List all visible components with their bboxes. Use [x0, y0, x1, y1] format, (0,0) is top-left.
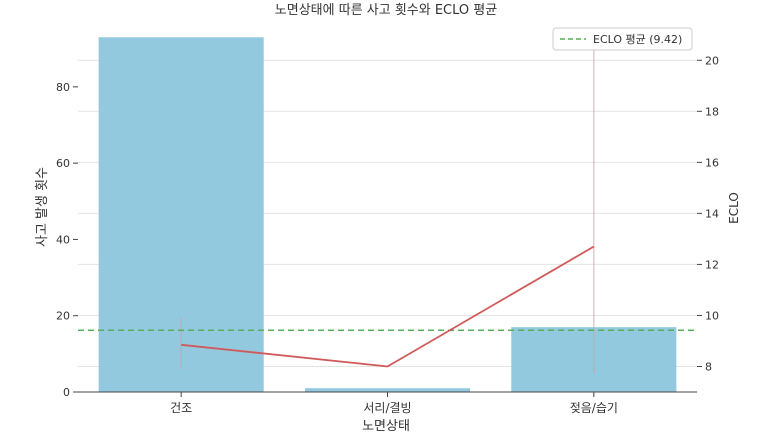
- legend-label: ECLO 평균 (9.42): [593, 33, 682, 46]
- eclo-line: [181, 245, 595, 368]
- chart-title: 노면상태에 따른 사고 횟수와 ECLO 평균: [275, 3, 497, 18]
- y-axis-label: 사고 발생 횟수: [35, 167, 50, 247]
- line-series: [181, 245, 595, 368]
- y2-tick-label: 18: [705, 105, 719, 118]
- legend-box: [552, 27, 693, 51]
- y-tick-label: 20: [56, 310, 70, 323]
- y2-tick-label: 16: [705, 156, 719, 169]
- y2-tick-label: 20: [705, 54, 719, 67]
- y2-tick-label: 8: [705, 360, 712, 373]
- x-tick-label: 서리/결빙: [363, 401, 411, 415]
- x-tick-label: 건조: [170, 401, 192, 415]
- y-tick-label: 80: [56, 81, 70, 94]
- y-tick-label: 60: [56, 157, 70, 170]
- x-axis-label: 노면상태: [362, 419, 410, 434]
- y-tick-label: 40: [56, 233, 70, 246]
- y2-tick-label: 14: [705, 207, 719, 220]
- y2-axis-label: ECLO: [727, 192, 741, 224]
- y2-axis-ticks: 8 10 12 14 16 18 20: [697, 54, 719, 373]
- y-axis-ticks: 0 20 40 60 80: [56, 81, 78, 399]
- y2-tick-label: 10: [705, 309, 719, 322]
- error-bars: [180, 34, 595, 375]
- y-tick-label: 0: [63, 386, 70, 399]
- legend: ECLO 평균 (9.42): [552, 27, 693, 51]
- x-axis-ticks: 건조 서리/결빙 젖음/습기: [170, 392, 618, 415]
- y2-tick-label: 12: [705, 258, 719, 271]
- bar: [304, 388, 471, 392]
- x-tick-label: 젖음/습기: [570, 401, 618, 415]
